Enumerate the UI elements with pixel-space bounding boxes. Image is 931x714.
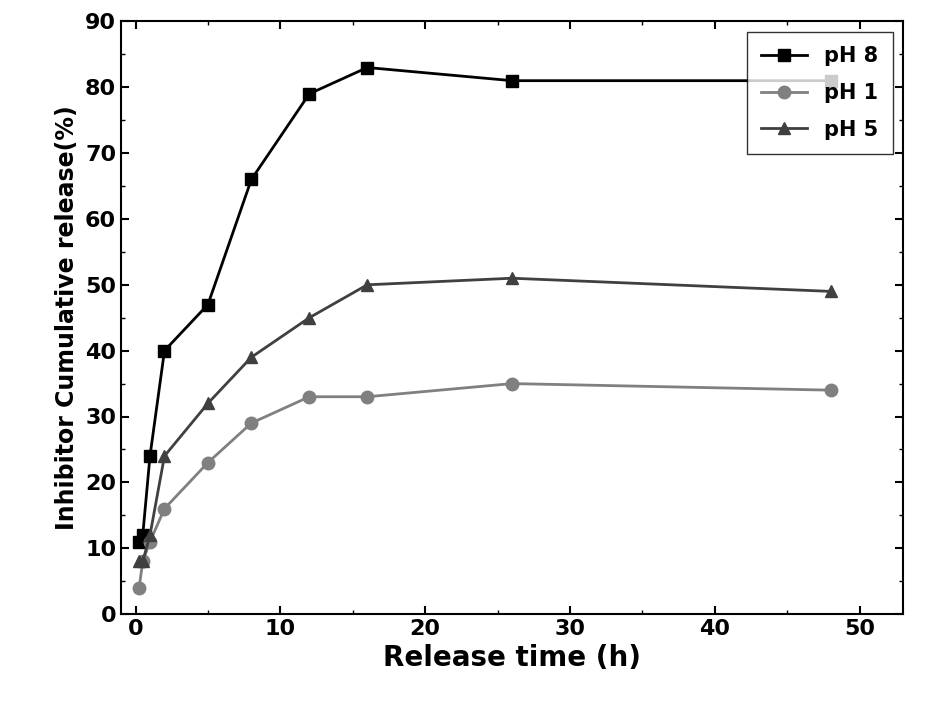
pH 8: [246, 175, 257, 183]
pH 5: [137, 557, 148, 565]
pH 8: [825, 76, 836, 85]
Y-axis label: Inhibitor Cumulative release(%): Inhibitor Cumulative release(%): [56, 106, 79, 530]
pH 5: [133, 557, 144, 565]
pH 1: [202, 458, 213, 467]
pH 5: [202, 399, 213, 408]
pH 8: [159, 346, 170, 355]
pH 8: [144, 452, 155, 461]
pH 1: [144, 538, 155, 546]
pH 5: [361, 281, 372, 289]
pH 1: [361, 393, 372, 401]
pH 5: [825, 287, 836, 296]
pH 8: [304, 89, 315, 98]
Line: pH 8: pH 8: [133, 61, 837, 548]
Legend: pH 8, pH 1, pH 5: pH 8, pH 1, pH 5: [747, 32, 893, 154]
pH 8: [202, 301, 213, 309]
Line: pH 1: pH 1: [133, 377, 837, 594]
pH 1: [159, 504, 170, 513]
pH 8: [133, 538, 144, 546]
pH 1: [133, 583, 144, 592]
pH 1: [304, 393, 315, 401]
pH 8: [137, 531, 148, 539]
pH 5: [144, 531, 155, 539]
pH 1: [137, 557, 148, 565]
X-axis label: Release time (h): Release time (h): [383, 645, 641, 673]
pH 8: [506, 76, 518, 85]
pH 1: [825, 386, 836, 394]
pH 5: [304, 313, 315, 322]
pH 5: [506, 274, 518, 283]
pH 1: [506, 379, 518, 388]
Line: pH 5: pH 5: [133, 272, 837, 568]
pH 5: [159, 452, 170, 461]
pH 1: [246, 419, 257, 428]
pH 5: [246, 353, 257, 361]
pH 8: [361, 64, 372, 72]
